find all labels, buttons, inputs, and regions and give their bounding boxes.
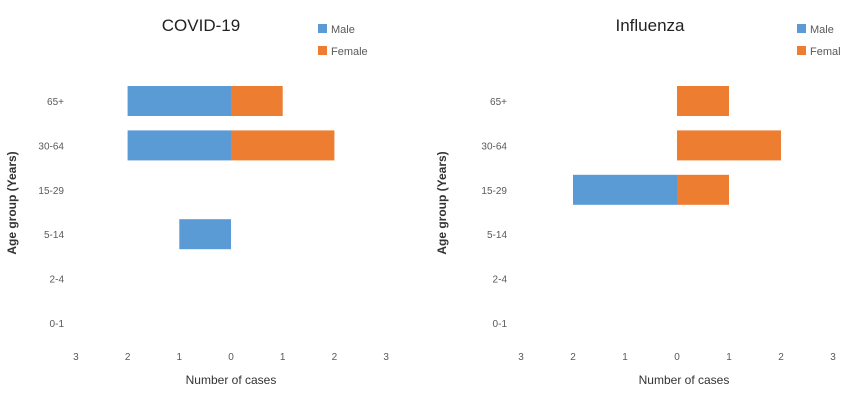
legend-label-female: Female bbox=[331, 46, 368, 58]
x-tick-label: 3 bbox=[518, 352, 524, 363]
category-label: 5-14 bbox=[487, 230, 507, 241]
legend-swatch-male bbox=[797, 24, 806, 33]
x-tick-label: 1 bbox=[177, 352, 183, 363]
category-label: 65+ bbox=[490, 97, 507, 108]
x-tick-label: 2 bbox=[125, 352, 131, 363]
x-tick-label: 2 bbox=[332, 352, 338, 363]
category-label: 30-64 bbox=[38, 141, 64, 152]
category-label: 15-29 bbox=[481, 186, 507, 197]
x-tick-label: 2 bbox=[570, 352, 576, 363]
category-label: 2-4 bbox=[493, 275, 508, 286]
legend-label-male: Male bbox=[810, 24, 834, 36]
legend-label-female: Female bbox=[810, 46, 841, 58]
x-tick-label: 3 bbox=[383, 352, 389, 363]
category-label: 5-14 bbox=[44, 230, 64, 241]
x-axis-title: Number of cases bbox=[639, 373, 730, 387]
x-tick-label: 0 bbox=[674, 352, 680, 363]
x-tick-label: 3 bbox=[73, 352, 79, 363]
bar-male bbox=[573, 174, 677, 205]
x-tick-label: 1 bbox=[280, 352, 286, 363]
category-label: 15-29 bbox=[38, 186, 64, 197]
y-axis-title: Age group (Years) bbox=[435, 151, 449, 254]
y-axis-title: Age group (Years) bbox=[5, 151, 19, 254]
chart-title-covid-19: COVID-19 bbox=[162, 16, 240, 35]
bar-female bbox=[231, 86, 283, 116]
bar-male bbox=[127, 130, 231, 161]
x-axis-title: Number of cases bbox=[186, 373, 277, 387]
legend-swatch-male bbox=[318, 24, 327, 33]
bar-female bbox=[677, 86, 729, 116]
category-label: 65+ bbox=[47, 97, 64, 108]
x-tick-label: 0 bbox=[228, 352, 234, 363]
x-tick-label: 2 bbox=[778, 352, 784, 363]
bar-female bbox=[677, 174, 729, 205]
chart-title-influenza: Influenza bbox=[616, 16, 686, 35]
legend-label-male: Male bbox=[331, 24, 355, 36]
bar-male bbox=[127, 86, 231, 116]
x-tick-label: 1 bbox=[726, 352, 732, 363]
x-tick-label: 3 bbox=[830, 352, 836, 363]
legend-swatch-female bbox=[318, 46, 327, 55]
bar-male bbox=[179, 219, 231, 250]
legend-swatch-female bbox=[797, 46, 806, 55]
x-tick-label: 1 bbox=[622, 352, 628, 363]
category-label: 0-1 bbox=[493, 319, 508, 330]
bar-female bbox=[231, 130, 335, 161]
category-label: 0-1 bbox=[50, 319, 65, 330]
bar-female bbox=[677, 130, 781, 161]
category-label: 2-4 bbox=[50, 275, 65, 286]
category-label: 30-64 bbox=[481, 141, 507, 152]
